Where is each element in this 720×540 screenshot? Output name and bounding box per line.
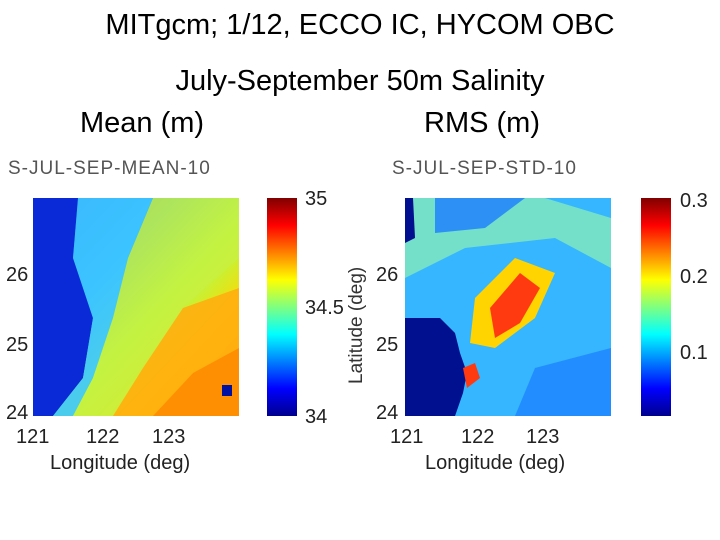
mean-colorbar: [267, 198, 297, 416]
mean-panel-title: S-JUL-SEP-MEAN-10: [8, 158, 211, 179]
mean-xtick-123: 123: [152, 426, 186, 448]
rms-ylabel: Latitude (deg): [346, 266, 367, 384]
mean-salinity-heatmap: [33, 198, 239, 416]
mean-xtick-122: 122: [86, 426, 120, 448]
rms-xlabel: Longitude (deg): [425, 452, 566, 474]
mean-ytick-24: 24: [6, 402, 29, 424]
rms-upper-blue: [435, 198, 525, 233]
rms-panel-title: S-JUL-SEP-STD-10: [392, 158, 577, 179]
mean-column-title: Mean (m): [80, 107, 205, 139]
mean-yellow-band: [73, 198, 239, 416]
title-line-1: MITgcm; 1/12, ECCO IC, HYCOM OBC: [105, 9, 615, 41]
mean-deep-orange-region: [153, 348, 239, 416]
rms-ytick-25: 25: [376, 334, 399, 356]
mean-xtick-121: 121: [16, 426, 50, 448]
mean-colorbar-tick-34: 34: [305, 406, 328, 428]
rms-xtick-123: 123: [526, 426, 560, 448]
rms-salinity-heatmap: [405, 198, 611, 416]
rms-ytick-24: 24: [376, 402, 399, 424]
mean-cyan-band: [53, 198, 153, 416]
mean-blue-marker: [222, 385, 232, 396]
mean-coastal-low-region: [33, 198, 93, 416]
rms-red-core: [490, 273, 540, 338]
rms-colorbar-tick-0-2: 0.2: [680, 266, 708, 288]
rms-low-coastal-region: [405, 318, 467, 416]
mean-colorbar-tick-35: 35: [305, 188, 328, 210]
rms-colorbar: [641, 198, 671, 416]
rms-upper-low-strip: [405, 198, 415, 243]
mean-colorbar-tick-34-5: 34.5: [305, 297, 344, 319]
rms-colorbar-tick-0-1: 0.1: [680, 342, 708, 364]
mean-xlabel: Longitude (deg): [50, 452, 191, 474]
rms-lower-right-blue: [515, 348, 611, 416]
rms-ytick-26: 26: [376, 264, 399, 286]
rms-xtick-122: 122: [461, 426, 495, 448]
mean-ytick-25: 25: [6, 334, 29, 356]
rms-column-title: RMS (m): [424, 107, 540, 139]
mean-ytick-26: 26: [6, 264, 29, 286]
rms-red-coastal-patch: [463, 363, 480, 388]
rms-xtick-121: 121: [390, 426, 424, 448]
rms-colorbar-tick-0-3: 0.3: [680, 190, 708, 212]
title-line-2: July-September 50m Salinity: [175, 65, 545, 97]
